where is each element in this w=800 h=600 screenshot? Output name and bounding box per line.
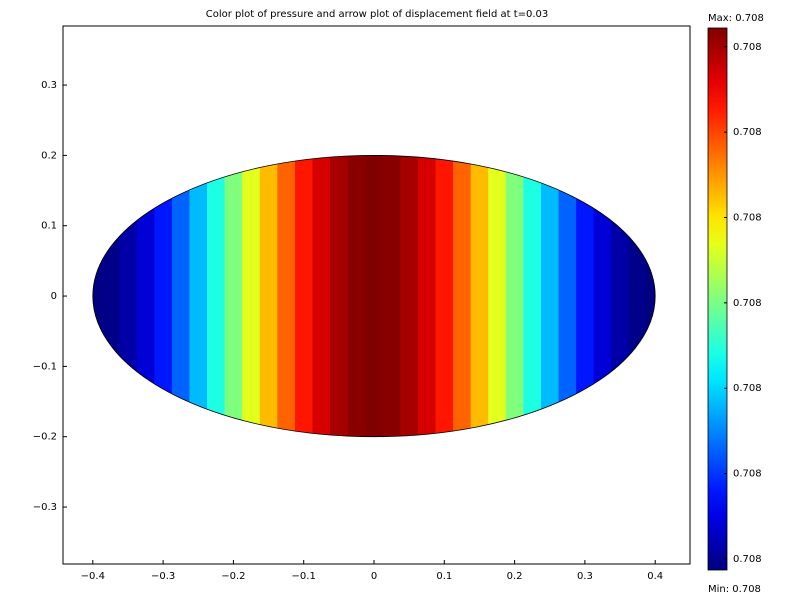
field-cell — [136, 155, 155, 437]
colorbar-tick-label: 0.708 — [733, 127, 762, 138]
x-tick-label: 0 — [371, 571, 377, 582]
y-tick-label: −0.3 — [33, 502, 57, 513]
field-cell — [523, 155, 542, 437]
field-cell — [92, 155, 103, 437]
x-tick-label: 0.1 — [436, 571, 452, 582]
x-tick-label: −0.4 — [81, 571, 105, 582]
field-cell — [576, 155, 595, 437]
y-tick-label: −0.2 — [33, 432, 57, 443]
field-cell — [382, 155, 401, 437]
y-tick-label: 0.3 — [41, 80, 57, 91]
field-cell — [259, 155, 278, 437]
field-cell — [505, 155, 524, 437]
field-cell — [435, 155, 454, 437]
x-tick-label: 0.4 — [647, 571, 663, 582]
field-cell — [330, 155, 349, 437]
x-tick-label: −0.2 — [221, 571, 245, 582]
field-cell — [171, 155, 191, 437]
field-cell — [189, 155, 208, 437]
field-cell — [294, 155, 314, 437]
domain-boundary — [92, 155, 656, 438]
field-cell — [347, 155, 366, 437]
field-cell — [312, 155, 331, 437]
field-cell — [417, 155, 437, 437]
colorbar-tick-label: 0.708 — [733, 469, 762, 480]
field-cell — [558, 155, 577, 437]
colorbar-tick-label: 0.708 — [733, 298, 762, 309]
y-tick-label: −0.1 — [33, 361, 57, 372]
field-cell — [365, 155, 384, 437]
y-tick-label: 0 — [51, 291, 57, 302]
colorbar-tick-label: 0.708 — [733, 554, 762, 565]
field-cell — [593, 155, 612, 437]
field-cell — [400, 155, 419, 437]
field-cell — [646, 155, 656, 437]
colorbar-tick-label: 0.708 — [733, 42, 762, 53]
x-tick-label: 0.2 — [507, 571, 523, 582]
colorbar-min-label: Min: 0.708 — [708, 584, 761, 595]
field-cell — [242, 155, 261, 437]
x-tick-label: 0.3 — [577, 571, 593, 582]
y-tick-label: 0.1 — [41, 221, 57, 232]
field-cell — [277, 155, 296, 437]
field-cell — [453, 155, 472, 437]
field-cell — [207, 155, 226, 437]
colorbar-max-label: Max: 0.708 — [708, 13, 764, 24]
field-cell — [154, 155, 173, 437]
field-cell — [540, 155, 560, 437]
x-tick-label: −0.3 — [151, 571, 175, 582]
field-cell — [488, 155, 507, 437]
y-tick-label: 0.2 — [41, 150, 57, 161]
colorbar-tick-label: 0.708 — [733, 383, 762, 394]
colorbar-tick-label: 0.708 — [733, 212, 762, 223]
colorbar — [707, 27, 728, 571]
field-cell — [224, 155, 243, 437]
chart-title: Color plot of pressure and arrow plot of… — [206, 9, 549, 20]
field-cell — [470, 155, 489, 437]
x-tick-label: −0.1 — [292, 571, 316, 582]
